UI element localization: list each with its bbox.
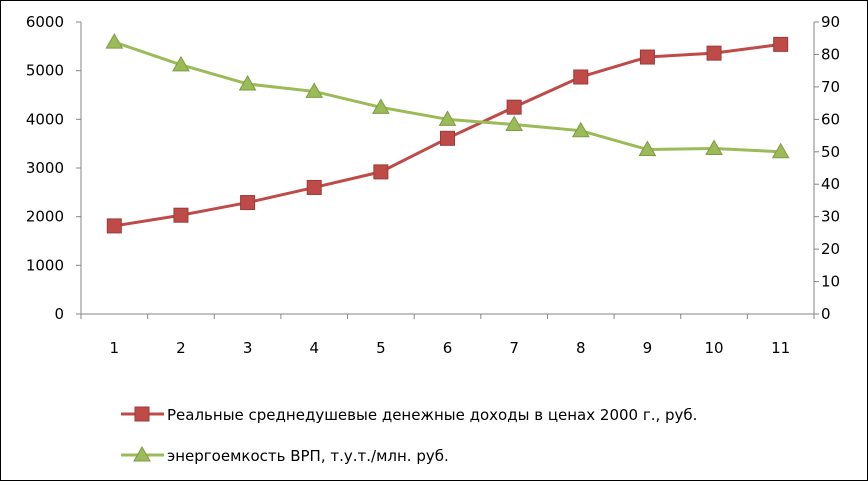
legend-label: Реальные среднедушевые денежные доходы в… [167,406,697,424]
legend-swatch-marker [133,445,151,462]
series-1-point [440,130,455,146]
series-2-point [438,110,457,126]
series-2 [105,33,790,159]
series-2-point [238,74,257,91]
x-tick-label: 2 [176,339,186,357]
legend-entry-2: энергоемкость ВРП, т.у.т./млн. руб. [121,445,449,465]
y-left-tick-label: 6000 [26,13,64,31]
y-left-tick-label: 2000 [26,208,64,226]
y-right-tick-label: 40 [821,175,840,193]
x-tick-label: 9 [643,339,653,357]
y-left-tick-label: 0 [54,305,64,323]
series-1 [106,36,789,234]
series-2-point [105,33,124,49]
y-right-tick-label: 70 [821,78,840,96]
series-1-point [506,99,522,115]
x-tick-label: 1 [110,339,120,357]
series-2-point [771,142,790,159]
series-1-point [373,164,389,180]
y-right-tick-label: 10 [821,273,840,291]
x-tick-label: 7 [509,339,519,357]
x-tick-label: 5 [376,339,386,357]
y-right-tick-label: 20 [821,240,840,258]
x-tick-label: 8 [576,339,586,357]
y-right-tick-label: 90 [821,13,840,31]
legend: Реальные среднедушевые денежные доходы в… [121,406,697,465]
series-1-point [173,207,189,223]
y-right-tick-label: 0 [821,305,831,323]
legend-label: энергоемкость ВРП, т.у.т./млн. руб. [167,447,449,465]
y-left-tick-label: 3000 [26,159,64,177]
series-2-point [638,140,657,157]
legend-swatch-marker [134,406,150,422]
series-2-point [305,82,324,98]
y-right-tick-label: 50 [821,143,840,161]
y-right-tick-label: 30 [821,208,840,226]
series-1-point [106,218,122,234]
series-1-point [773,36,789,52]
series-1-point [306,179,322,195]
series-1-point [240,195,256,211]
x-tick-label: 10 [704,339,723,357]
series-2-point [705,139,723,156]
series-1-point [573,69,589,85]
y-right-tick-label: 60 [821,110,840,128]
y-left-tick-label: 5000 [26,62,64,80]
x-tick-label: 6 [443,339,453,357]
series-1-point [639,49,655,65]
x-tick-label: 11 [771,339,790,357]
y-left-tick-label: 4000 [26,110,64,128]
chart-axes: 0 1000 2000 3000 4000 5000 6000 0 10 20 30 40 50 60 70… [26,13,840,357]
x-tick-label: 3 [243,339,253,357]
series-2-point [172,55,190,72]
y-right-tick-label: 80 [821,45,840,63]
series-layer [105,33,790,234]
legend-entry-1: Реальные среднедушевые денежные доходы в… [121,406,697,424]
x-tick-label: 4 [309,339,319,357]
y-left-tick-label: 1000 [26,256,64,274]
series-1-point [706,45,722,61]
series-2-point [372,98,390,114]
series-2-point [505,115,523,132]
series-2-point [571,121,590,138]
